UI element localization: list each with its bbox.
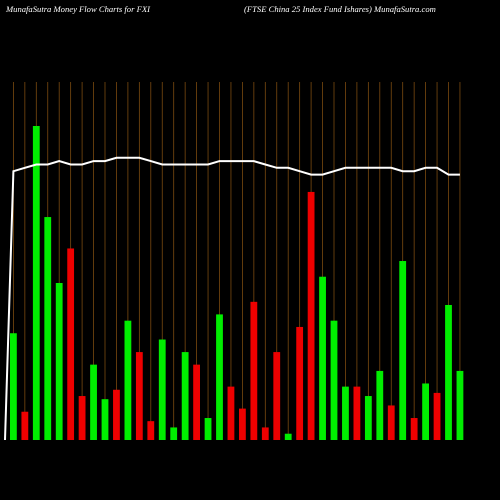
money-flow-bar [307, 191, 315, 440]
money-flow-bar [250, 301, 258, 440]
money-flow-bar [170, 427, 178, 440]
money-flow-bar [193, 364, 200, 440]
money-flow-bar [78, 396, 86, 440]
money-flow-bar [113, 389, 120, 440]
money-flow-bar [67, 248, 75, 440]
money-flow-bar [124, 320, 132, 440]
money-flow-bar [10, 333, 17, 440]
money-flow-bar [387, 405, 395, 440]
money-flow-bar [44, 217, 52, 440]
money-flow-bar [90, 364, 97, 440]
money-flow-bar [147, 421, 155, 440]
money-flow-bar [296, 326, 304, 440]
chart-subtitle: (FTSE China 25 Index Fund Ishares) Munaf… [244, 4, 436, 14]
price-line [4, 156, 460, 441]
money-flow-bar [21, 411, 29, 440]
money-flow-bar [261, 427, 269, 440]
chart-title: MunafaSutra Money Flow Charts for FXI [6, 4, 150, 14]
money-flow-bar [239, 408, 246, 440]
money-flow-bar [158, 339, 166, 440]
money-flow-bar [227, 386, 235, 440]
money-flow-bar [181, 352, 189, 440]
money-flow-bar [410, 418, 418, 440]
money-flow-bar [445, 304, 452, 440]
money-flow-bar [433, 392, 441, 440]
money-flow-bars [10, 126, 464, 440]
money-flow-bar [273, 352, 281, 440]
money-flow-bar [284, 433, 292, 440]
money-flow-bar [342, 386, 349, 440]
money-flow-bar [456, 370, 464, 440]
money-flow-bar [376, 370, 384, 440]
grid-lines [12, 82, 461, 440]
money-flow-bar [319, 276, 326, 440]
money-flow-bar [399, 261, 407, 440]
money-flow-bar [422, 383, 429, 440]
money-flow-bar [216, 314, 223, 440]
money-flow-bar [353, 386, 361, 440]
money-flow-bar [204, 418, 212, 440]
money-flow-bar [364, 396, 372, 440]
money-flow-bar [330, 320, 338, 440]
money-flow-bar [101, 399, 109, 440]
money-flow-bar [32, 126, 40, 440]
money-flow-bar [55, 283, 63, 440]
money-flow-bar [135, 352, 143, 440]
